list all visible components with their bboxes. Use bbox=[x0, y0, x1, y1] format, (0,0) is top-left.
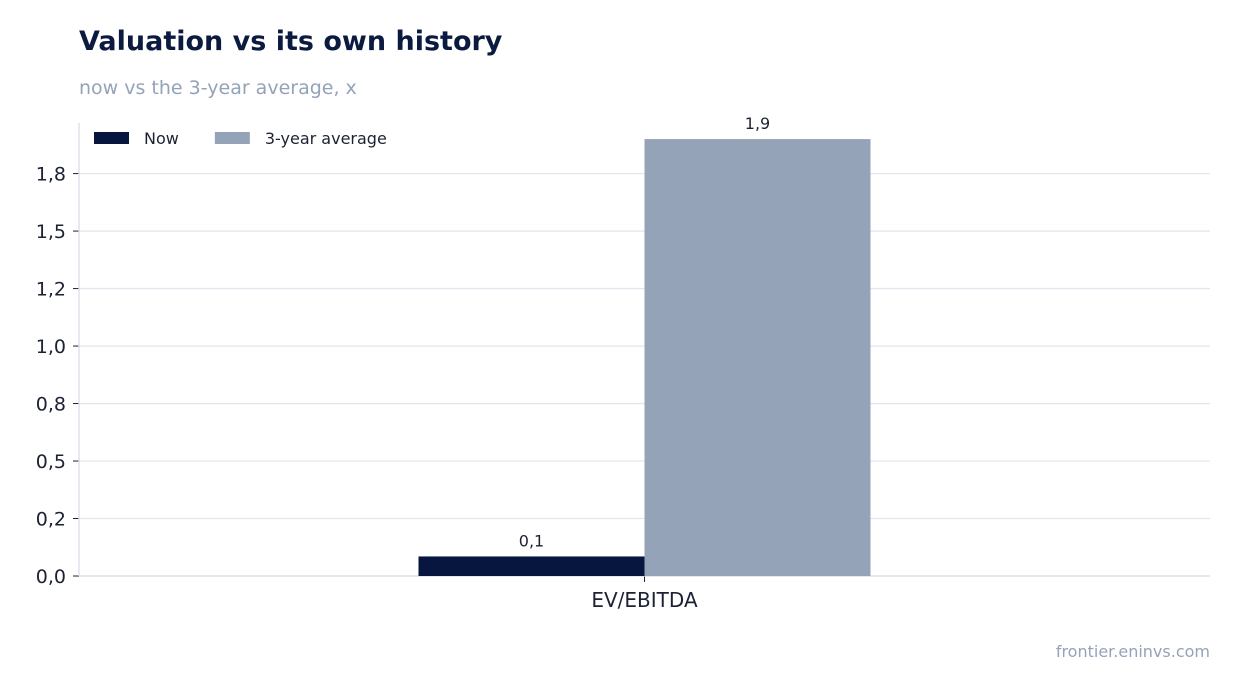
bars bbox=[418, 139, 871, 577]
y-tick-label: 1,2 bbox=[36, 279, 66, 301]
legend-label: Now bbox=[144, 129, 179, 148]
y-tick-label: 0,0 bbox=[36, 566, 66, 588]
x-tick-label: EV/EBITDA bbox=[591, 588, 698, 612]
legend-swatch bbox=[94, 132, 129, 144]
y-tick-label: 0,8 bbox=[36, 394, 66, 416]
legend: Now 3-year average bbox=[94, 129, 387, 148]
y-tick-label: 1,5 bbox=[36, 221, 66, 243]
bar-now bbox=[418, 556, 645, 576]
legend-swatch bbox=[214, 132, 250, 144]
data-labels: 0,1 1,9 bbox=[519, 114, 770, 550]
legend-label: 3-year average bbox=[265, 129, 387, 148]
chart-title: Valuation vs its own history bbox=[79, 26, 503, 57]
data-label: 1,9 bbox=[745, 114, 770, 133]
chart-subtitle: now vs the 3-year average, x bbox=[79, 77, 357, 99]
y-tick-label: 0,2 bbox=[36, 509, 66, 531]
source-watermark: frontier.eninvs.com bbox=[1055, 642, 1210, 661]
y-tick-label: 0,5 bbox=[36, 451, 66, 473]
data-label: 0,1 bbox=[519, 531, 544, 550]
axes: 0,0 0,2 0,5 0,8 1,0 1,2 1,5 1,8 EV/EBITDA bbox=[36, 123, 1210, 612]
y-tick-label: 1,8 bbox=[36, 164, 66, 186]
y-tick-label: 1,0 bbox=[36, 336, 66, 358]
bar-3-year-average bbox=[644, 139, 871, 577]
